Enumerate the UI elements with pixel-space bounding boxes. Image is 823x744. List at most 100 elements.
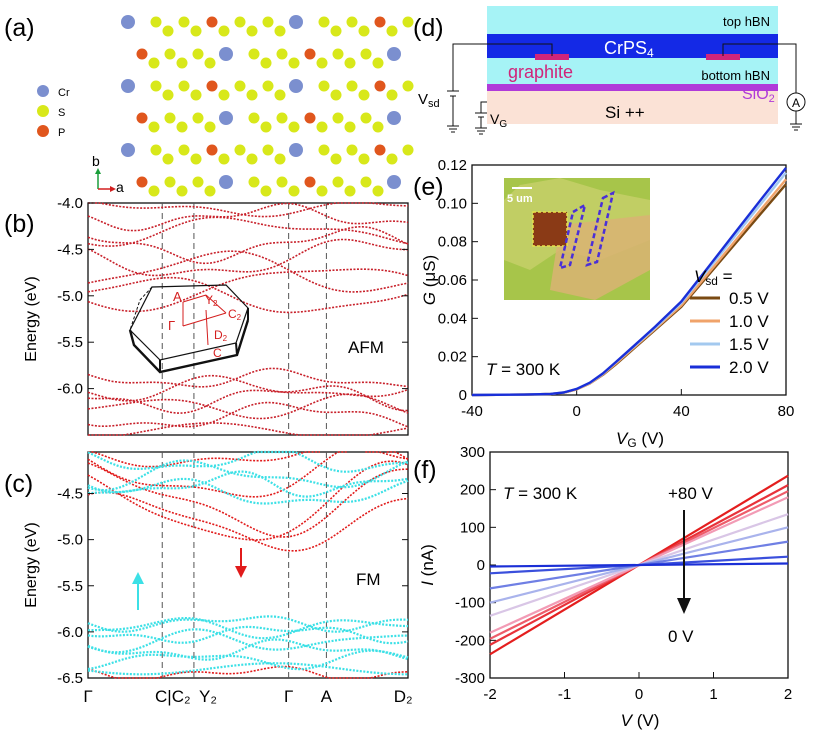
crystal-structure xyxy=(121,15,414,197)
s-atom xyxy=(402,144,414,156)
s-atom xyxy=(218,25,230,37)
afm-band xyxy=(87,401,409,428)
afm-band xyxy=(87,238,409,277)
ammeter-symbol xyxy=(786,92,806,112)
e-ytick-label: 0.12 xyxy=(438,157,467,174)
fm-spin-up-band xyxy=(87,477,409,505)
f-arrow-bottom-label: 0 V xyxy=(668,627,694,646)
s-atom xyxy=(164,176,176,188)
cr-atom xyxy=(289,143,303,157)
fm-xtick-label: C|C₂ xyxy=(155,687,191,706)
fm-xtick-label: D₂ xyxy=(394,687,413,706)
fm-spin-up-band xyxy=(87,649,409,671)
e-annotation: T = 300 K xyxy=(486,360,561,379)
spin-up-arrowhead xyxy=(132,572,144,584)
fm-ytick-label: -6.0 xyxy=(57,624,83,641)
e-ytick-label: 0.08 xyxy=(438,234,467,251)
e-xlabel-tail: (V) xyxy=(637,429,664,448)
f-xtick-label: -2 xyxy=(483,686,496,703)
s-atom xyxy=(330,25,342,37)
crps4-sub: 4 xyxy=(647,46,654,60)
e-legend-label: 0.5 V xyxy=(729,289,769,308)
inset-dashed-outline xyxy=(558,202,587,270)
iv-curve-chart: -300 -200 -100 0 100 200 300 -2 -1 0 1 2 V (V) I (nA)… xyxy=(418,444,792,730)
inset-crps4-region xyxy=(532,211,568,247)
vsd-sub: sd xyxy=(428,98,440,110)
fm-spin-down-band xyxy=(87,665,409,679)
f-trend-arrowhead xyxy=(677,598,691,614)
s-atom xyxy=(402,16,414,28)
s-atom xyxy=(234,80,246,92)
afm-band xyxy=(87,268,409,313)
s-atom xyxy=(344,57,356,69)
s-atom xyxy=(332,48,344,60)
s-atom xyxy=(316,121,328,133)
s-atom xyxy=(358,153,370,165)
afm-ytick-label: -4.5 xyxy=(57,241,83,258)
fm-ytick-label: -4.5 xyxy=(57,486,83,503)
p-atom xyxy=(374,144,386,156)
panel-label-f: (f) xyxy=(413,456,437,484)
e-annotation-tail: = 300 K xyxy=(496,360,560,379)
e-ylabel-tail: (μS) xyxy=(420,255,439,292)
e-ytick-label: 0.04 xyxy=(438,310,467,327)
e-legend-label: 1.5 V xyxy=(729,335,769,354)
f-xtick-label: 1 xyxy=(709,686,717,703)
fm-spin-down-band xyxy=(87,491,409,552)
inset-scale-label: 5 um xyxy=(507,193,533,205)
e-xtick-label: 80 xyxy=(778,403,795,420)
cr-atom xyxy=(219,175,233,189)
s-atom xyxy=(234,144,246,156)
fm-xtick-label: A xyxy=(321,687,333,706)
bz-label-a: A xyxy=(173,289,182,304)
f-ytick-label: 200 xyxy=(460,482,485,499)
fm-spin-down-band xyxy=(88,451,409,468)
s-atom xyxy=(248,112,260,124)
s-atom xyxy=(274,153,286,165)
p-atom xyxy=(136,176,148,188)
vsd-label: Vsd xyxy=(418,91,440,110)
fm-spin-down-band xyxy=(87,462,408,538)
s-atom xyxy=(150,16,162,28)
f-xtick-label: 0 xyxy=(635,686,643,703)
s-atom xyxy=(234,16,246,28)
legend-p-swatch xyxy=(37,125,49,137)
e-xlabel-sub: G xyxy=(627,436,636,450)
s-atom xyxy=(346,16,358,28)
s-atom xyxy=(150,144,162,156)
f-ytick-label: 100 xyxy=(460,519,485,536)
s-atom xyxy=(262,144,274,156)
e-ytick-label: 0.06 xyxy=(438,272,467,289)
s-atom xyxy=(248,48,260,60)
e-ylabel: G (μS) xyxy=(420,255,439,305)
cr-atom xyxy=(289,79,303,93)
s-atom xyxy=(386,153,398,165)
s-atom xyxy=(178,80,190,92)
s-atom xyxy=(162,153,174,165)
top-hbn-label: top hBN xyxy=(723,14,770,29)
ammeter-label: A xyxy=(792,96,800,110)
vg-sub: G xyxy=(499,119,507,130)
device-schematic: top hBN CrPS4 graphite bottom hBN SiO2 S… xyxy=(418,6,806,135)
s-atom xyxy=(386,25,398,37)
s-atom xyxy=(192,176,204,188)
s-atom xyxy=(178,144,190,156)
e-xtick-label: -40 xyxy=(461,403,483,420)
fm-xtick-label: Y₂ xyxy=(199,687,217,706)
s-atom xyxy=(204,57,216,69)
panel-label-b: (b) xyxy=(4,210,35,238)
s-atom xyxy=(330,153,342,165)
afm-ytick-label: -5.0 xyxy=(57,288,83,305)
cr-atom xyxy=(289,15,303,29)
s-atom xyxy=(262,80,274,92)
bz-edge xyxy=(235,342,238,356)
p-atom xyxy=(374,16,386,28)
s-atom xyxy=(192,48,204,60)
e-xtick-label: 0 xyxy=(572,403,580,420)
p-atom xyxy=(136,112,148,124)
s-atom xyxy=(288,185,300,197)
si-layer xyxy=(487,91,778,124)
bz-label-c: C xyxy=(213,346,222,360)
f-ytick-label: -100 xyxy=(455,595,485,612)
